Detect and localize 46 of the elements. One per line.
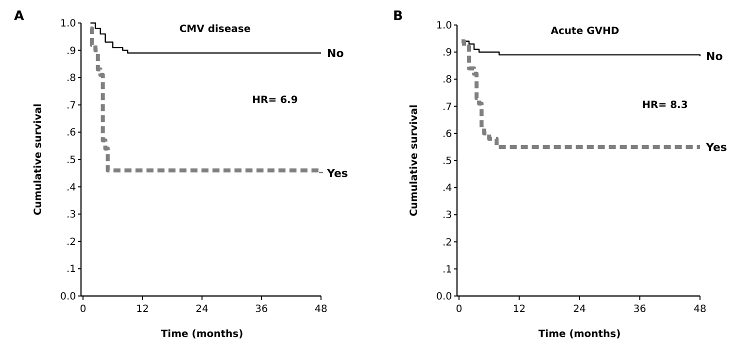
y-axis-title: Cumulative survival <box>409 104 420 216</box>
chart-title: CMV disease <box>179 24 251 35</box>
chart-title: Acute GVHD <box>550 26 620 37</box>
y-tick-label: .6 <box>442 128 452 140</box>
text: A <box>14 9 24 24</box>
y-tick-label: .3 <box>66 210 76 221</box>
y-tick-label: .5 <box>66 155 76 166</box>
series-label: Yes <box>326 167 348 180</box>
annotation: HR= 8.3 <box>642 100 688 111</box>
y-tick-label: .2 <box>442 237 452 248</box>
y-tick-label: 0.0 <box>60 292 76 302</box>
x-tick-label: 36 <box>633 304 646 315</box>
y-tick-label: .4 <box>442 183 452 194</box>
y-tick-label: 1.0 <box>436 20 452 32</box>
x-tick-label: 24 <box>573 304 586 315</box>
x-tick-label: 48 <box>314 304 328 315</box>
x-tick-label: 12 <box>136 304 149 315</box>
y-tick-label: .5 <box>442 156 452 167</box>
y-tick-label: .7 <box>442 102 452 113</box>
x-axis-title: Time (months) <box>538 329 621 340</box>
y-tick-label: .1 <box>66 264 76 276</box>
series-label: No <box>327 46 344 60</box>
y-tick-label: .2 <box>66 236 76 248</box>
x-tick-label: 36 <box>255 304 268 315</box>
x-tick-label: 0 <box>456 304 462 315</box>
text: B <box>393 9 403 24</box>
y-tick-label: .4 <box>66 182 76 194</box>
y-tick-label: 0.0 <box>436 292 452 302</box>
annotation: HR= 6.9 <box>252 95 298 106</box>
y-tick-label: .9 <box>66 46 76 57</box>
y-tick-label: .9 <box>442 48 452 59</box>
series-label: No <box>706 50 724 64</box>
x-axis-title: Time (months) <box>160 329 244 340</box>
y-tick-label: .8 <box>442 74 452 86</box>
x-tick-label: 24 <box>196 304 208 315</box>
x-tick-label: 12 <box>512 304 526 315</box>
x-tick-label: 48 <box>694 304 706 315</box>
y-tick-label: 1.0 <box>60 18 76 30</box>
x-tick-label: 0 <box>80 304 86 315</box>
y-tick-label: .1 <box>442 264 452 276</box>
y-tick-label: .7 <box>66 100 76 112</box>
y-tick-label: .6 <box>66 128 76 139</box>
y-tick-label: .8 <box>66 73 76 84</box>
series-label: Yes <box>705 140 728 154</box>
y-axis-title: Cumulative survival <box>33 104 44 216</box>
y-tick-label: .3 <box>442 210 452 222</box>
